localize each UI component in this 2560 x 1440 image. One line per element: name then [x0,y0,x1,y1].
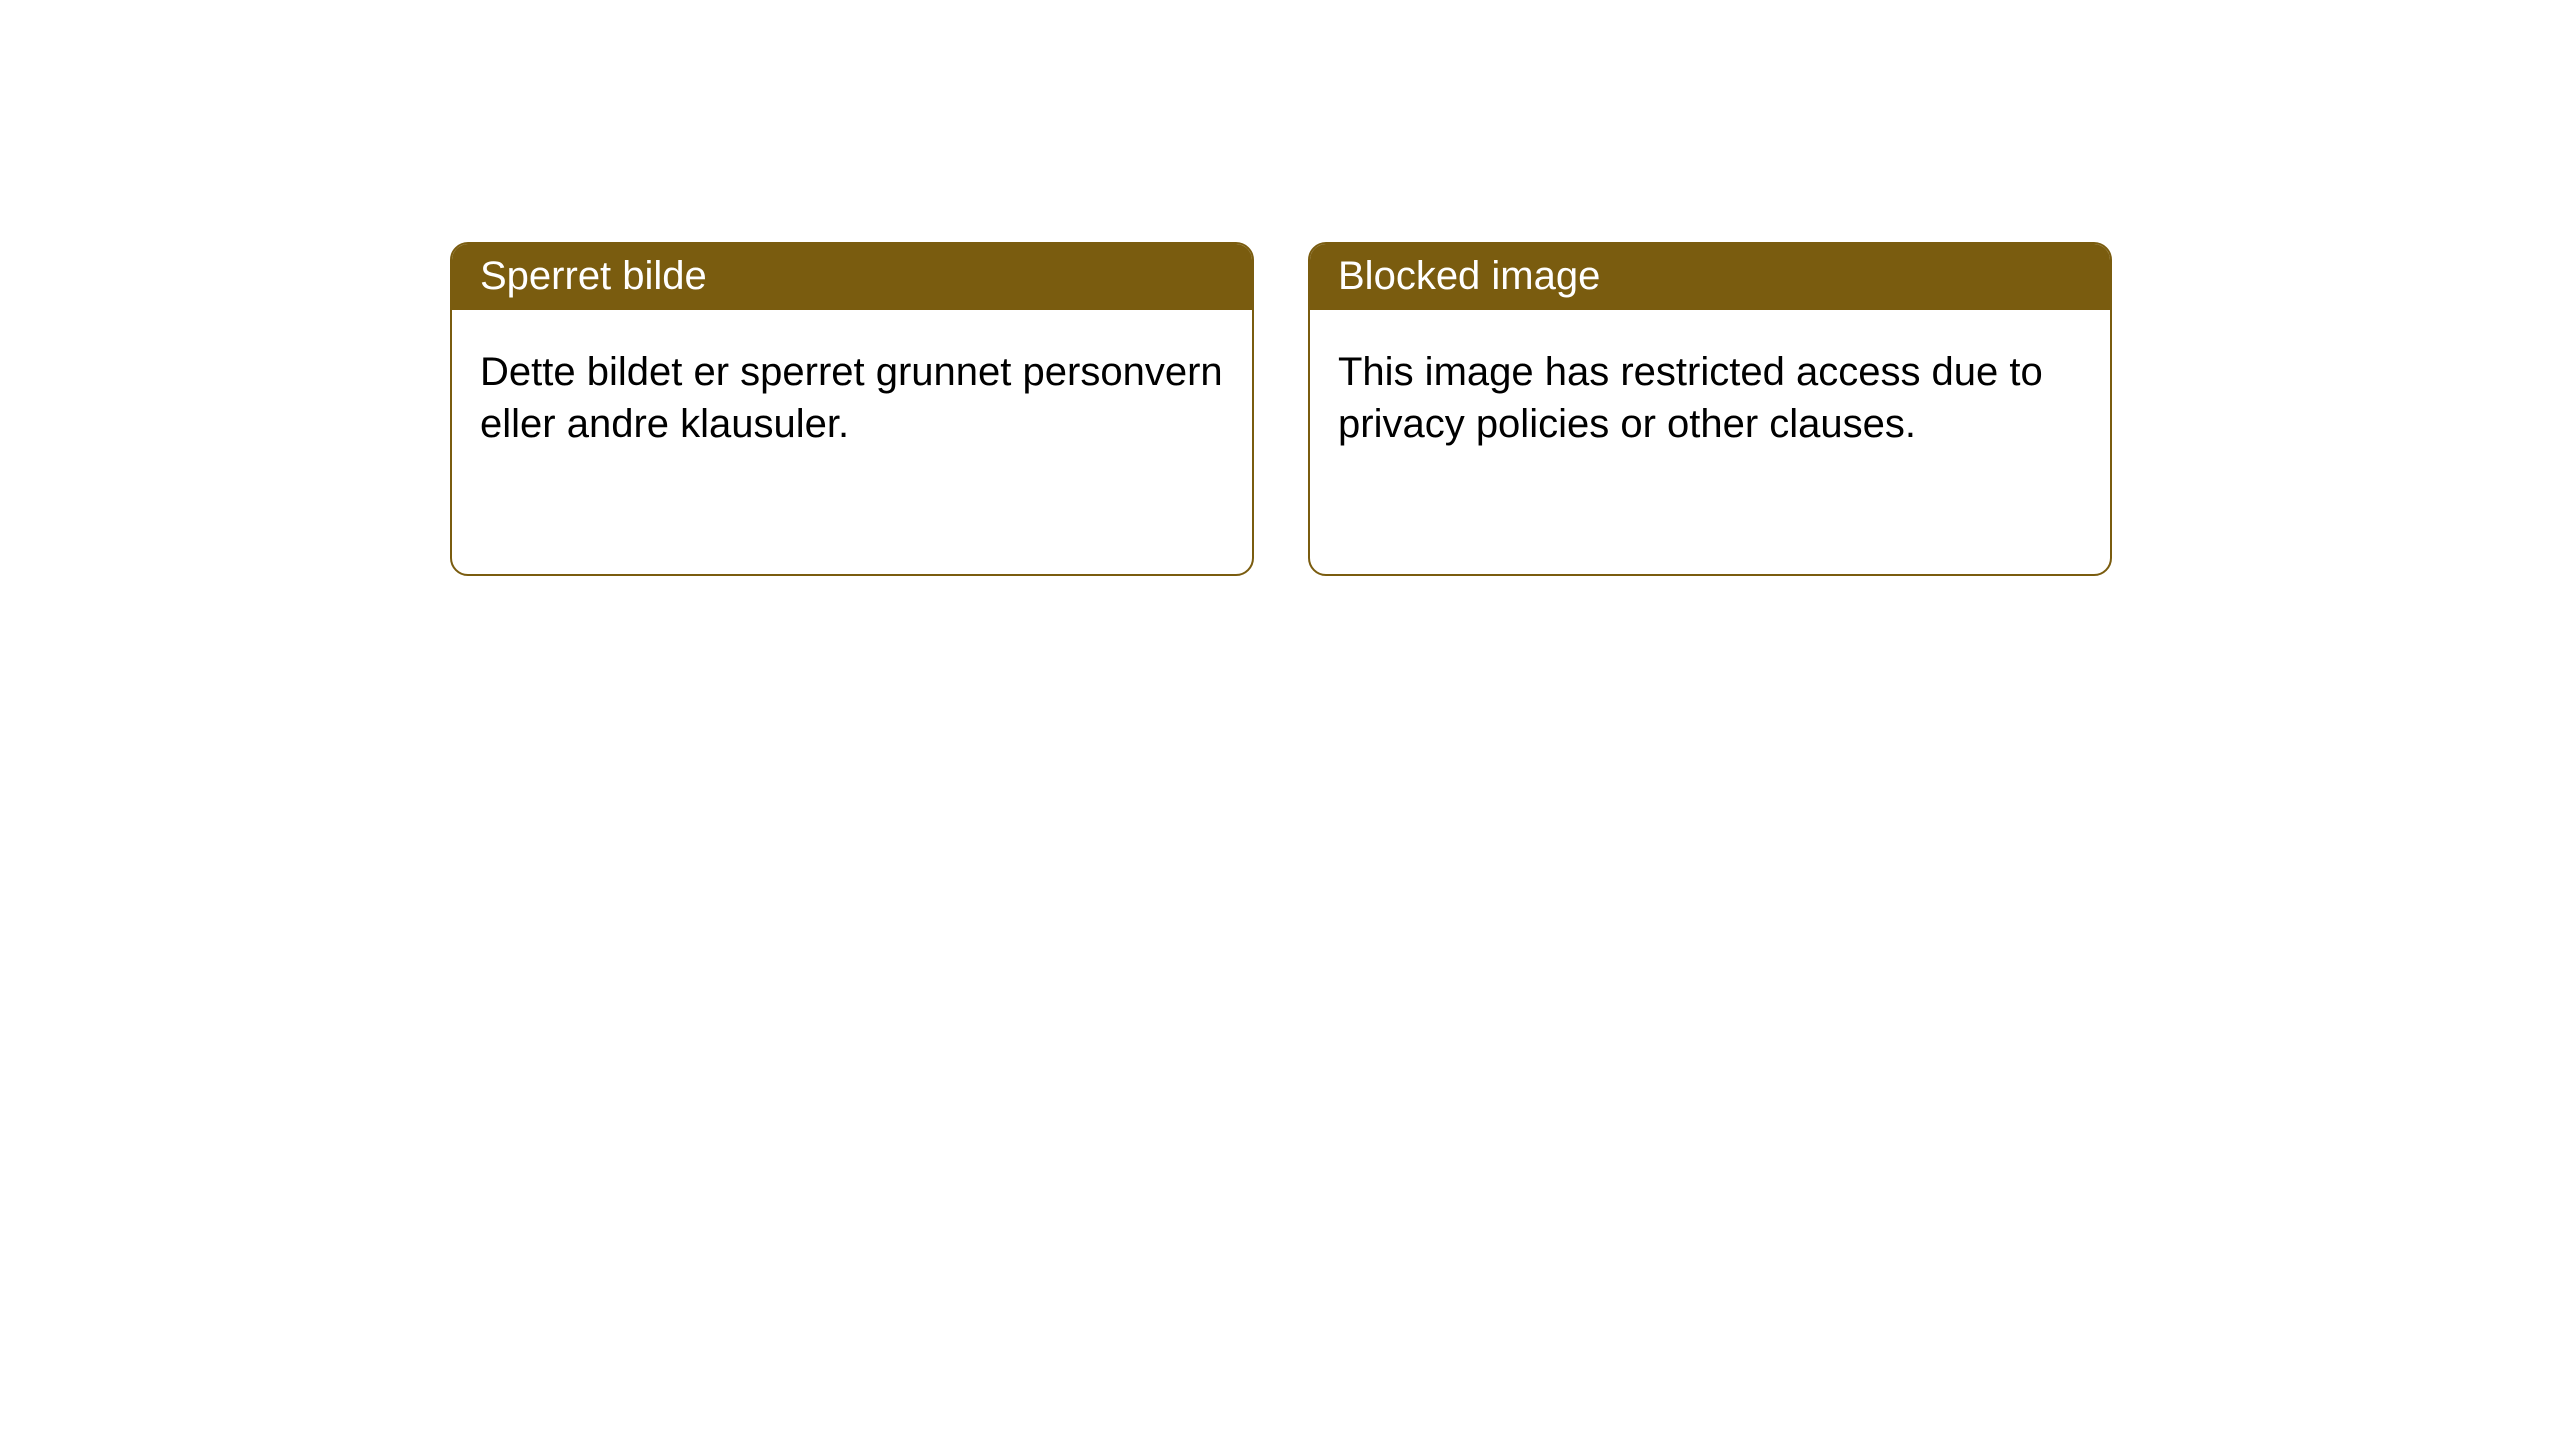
card-title: Blocked image [1338,254,1600,298]
card-header: Sperret bilde [452,244,1252,310]
card-body-text: Dette bildet er sperret grunnet personve… [480,350,1223,446]
card-body: Dette bildet er sperret grunnet personve… [452,310,1252,486]
card-body-text: This image has restricted access due to … [1338,350,2043,446]
card-title: Sperret bilde [480,254,707,298]
notice-card-norwegian: Sperret bilde Dette bildet er sperret gr… [450,242,1254,576]
card-header: Blocked image [1310,244,2110,310]
card-body: This image has restricted access due to … [1310,310,2110,486]
notice-cards-container: Sperret bilde Dette bildet er sperret gr… [0,0,2560,576]
notice-card-english: Blocked image This image has restricted … [1308,242,2112,576]
